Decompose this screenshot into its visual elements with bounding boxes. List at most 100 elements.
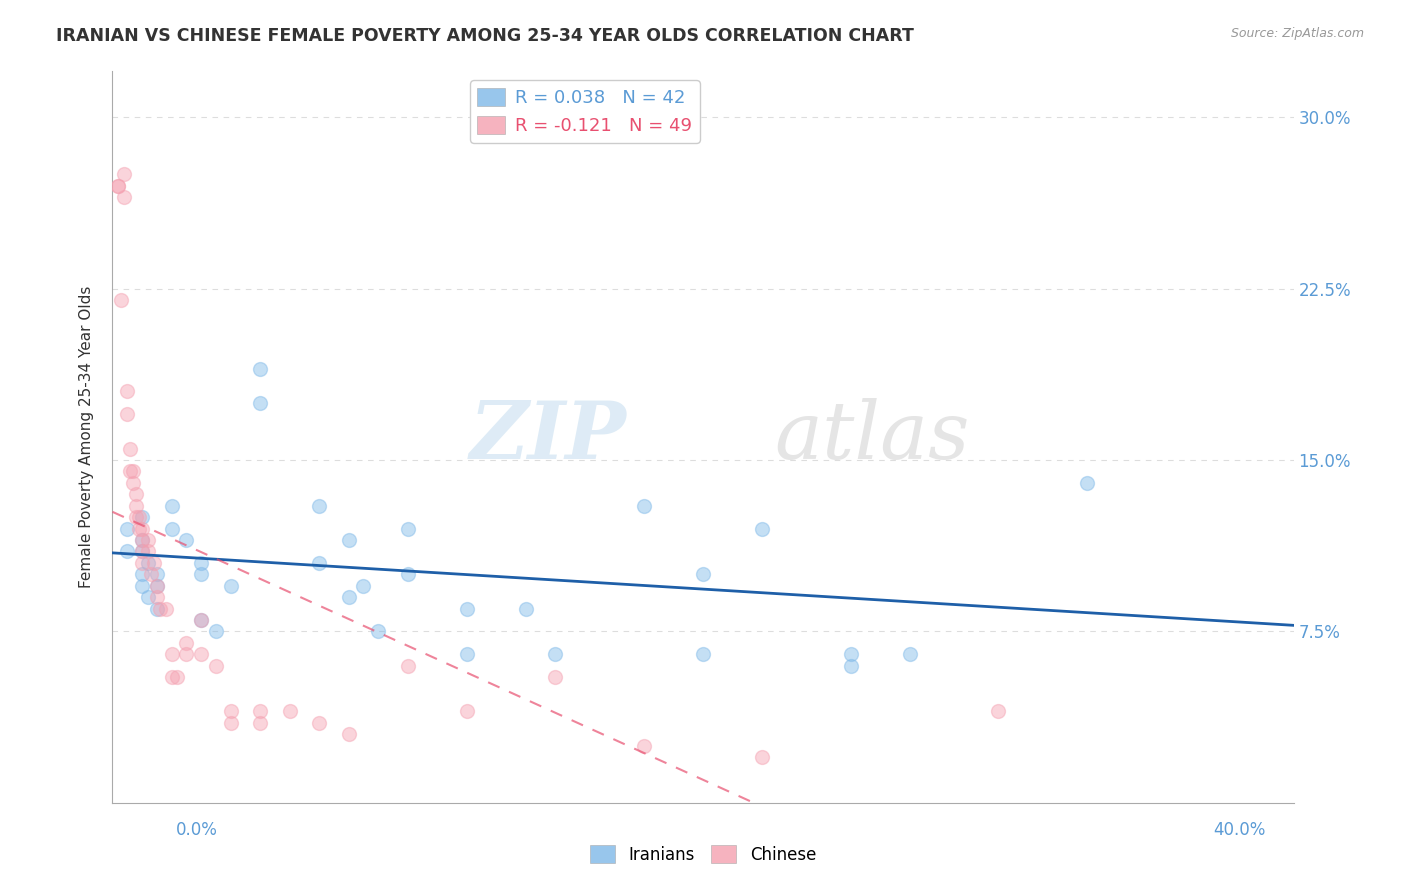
Point <box>219 579 242 593</box>
Point <box>174 636 197 650</box>
Point <box>515 601 537 615</box>
Point <box>120 464 142 478</box>
Legend: Iranians, Chinese: Iranians, Chinese <box>583 838 823 871</box>
Point <box>839 647 862 661</box>
Point <box>205 658 228 673</box>
Point <box>190 647 212 661</box>
Point <box>396 658 419 673</box>
Point <box>544 670 567 684</box>
Point <box>633 499 655 513</box>
Point <box>692 567 714 582</box>
Point <box>146 590 169 604</box>
Point <box>160 670 183 684</box>
Point <box>396 521 419 535</box>
Point <box>107 178 129 193</box>
Point <box>122 475 145 490</box>
Text: 0.0%: 0.0% <box>176 821 218 838</box>
Point <box>219 715 242 730</box>
Point <box>367 624 389 639</box>
Point <box>117 407 138 421</box>
Point <box>146 601 169 615</box>
Point <box>633 739 655 753</box>
Point <box>544 647 567 661</box>
Point <box>160 521 183 535</box>
Point <box>146 579 169 593</box>
Point <box>987 705 1010 719</box>
Point <box>308 715 330 730</box>
Point <box>337 533 360 547</box>
Point <box>190 556 212 570</box>
Point <box>308 556 330 570</box>
Point <box>396 567 419 582</box>
Point <box>190 613 212 627</box>
Point <box>249 396 271 410</box>
Point <box>107 178 129 193</box>
Point <box>112 167 135 181</box>
Point <box>125 510 148 524</box>
Point <box>456 601 478 615</box>
Point <box>456 705 478 719</box>
Point <box>166 670 188 684</box>
Point <box>136 556 159 570</box>
Point <box>142 556 165 570</box>
Point <box>751 521 773 535</box>
Text: ZIP: ZIP <box>470 399 626 475</box>
Point <box>110 293 132 307</box>
Point <box>125 499 148 513</box>
Point <box>131 521 153 535</box>
Point <box>131 556 153 570</box>
Point <box>131 544 153 558</box>
Point <box>131 533 153 547</box>
Point <box>146 579 169 593</box>
Point <box>160 499 183 513</box>
Point <box>136 544 159 558</box>
Point <box>128 521 150 535</box>
Point <box>456 647 478 661</box>
Point <box>751 750 773 764</box>
Point <box>131 544 153 558</box>
Point <box>898 647 921 661</box>
Point <box>125 487 148 501</box>
Text: IRANIAN VS CHINESE FEMALE POVERTY AMONG 25-34 YEAR OLDS CORRELATION CHART: IRANIAN VS CHINESE FEMALE POVERTY AMONG … <box>56 27 914 45</box>
Point <box>337 590 360 604</box>
Point <box>839 658 862 673</box>
Point <box>249 715 271 730</box>
Point <box>122 464 145 478</box>
Point <box>139 567 162 582</box>
Point <box>692 647 714 661</box>
Point <box>131 533 153 547</box>
Point <box>190 567 212 582</box>
Point <box>219 705 242 719</box>
Point <box>160 647 183 661</box>
Point <box>155 601 177 615</box>
Point <box>278 705 301 719</box>
Point <box>205 624 228 639</box>
Point <box>308 499 330 513</box>
Point <box>249 705 271 719</box>
Text: 40.0%: 40.0% <box>1213 821 1265 838</box>
Point <box>174 647 197 661</box>
Point <box>190 613 212 627</box>
Text: atlas: atlas <box>773 399 969 475</box>
Legend: R = 0.038   N = 42, R = -0.121   N = 49: R = 0.038 N = 42, R = -0.121 N = 49 <box>470 80 700 143</box>
Point <box>117 521 138 535</box>
Point <box>131 579 153 593</box>
Point <box>174 533 197 547</box>
Point <box>352 579 374 593</box>
Point <box>1076 475 1098 490</box>
Point <box>249 361 271 376</box>
Point <box>136 533 159 547</box>
Point <box>149 601 172 615</box>
Point <box>337 727 360 741</box>
Point <box>131 510 153 524</box>
Point <box>131 567 153 582</box>
Point <box>112 190 135 204</box>
Point <box>128 510 150 524</box>
Point <box>117 384 138 399</box>
Point <box>136 590 159 604</box>
Point <box>120 442 142 456</box>
Point <box>117 544 138 558</box>
Y-axis label: Female Poverty Among 25-34 Year Olds: Female Poverty Among 25-34 Year Olds <box>79 286 94 588</box>
Text: Source: ZipAtlas.com: Source: ZipAtlas.com <box>1230 27 1364 40</box>
Point <box>146 567 169 582</box>
